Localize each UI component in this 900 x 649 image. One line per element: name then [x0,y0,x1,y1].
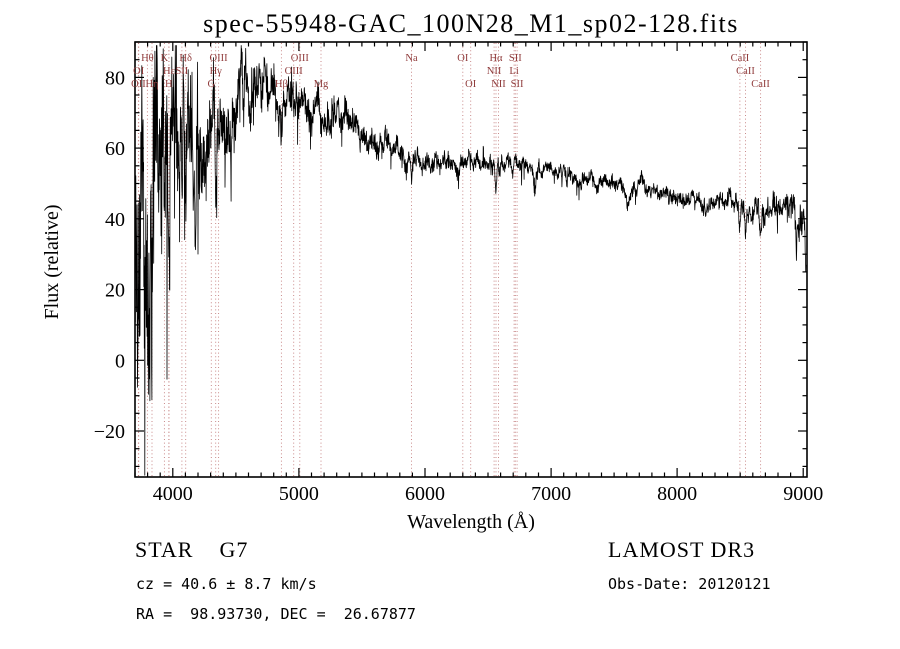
spectral-line-label: CaII [731,53,750,64]
spectral-line-label: Li [509,66,518,77]
spectral-line-label: Hθ [141,53,154,64]
spectral-line-label: OIII [285,66,304,77]
spectral-line-label: K [161,53,169,64]
plot-title: spec-55948-GAC_100N28_M1_sp02-128.fits [203,9,739,38]
tick-labels: 4000 5000 6000 7000 8000 9000 −20 0 20 40 60 80 [94,67,823,505]
spectral-line-label: Hε [163,66,176,77]
y-tick-label: 40 [105,209,125,231]
x-tick-label: 7000 [531,483,571,505]
spectral-line-label: Mg [314,79,329,90]
spectral-line-label: OI [133,66,145,77]
plot-axes [134,41,808,478]
spectral-line-label: Hα [489,53,503,64]
spectral-line-label: Hη [145,79,158,90]
y-tick-label: 80 [105,67,125,89]
spectral-line-label: G [208,79,216,90]
y-tick-label: −20 [94,421,125,443]
spectral-line-label: OII [131,79,146,90]
spectral-line-label: Hβ [275,79,288,90]
x-tick-label: 8000 [657,483,697,505]
y-tick-label: 20 [105,280,125,302]
y-axis-label: Flux (relative) [41,205,63,320]
spectral-line-label: OIII [210,53,229,64]
x-tick-label: 9000 [783,483,823,505]
spectral-line-label: NII [491,79,506,90]
ra-dec: RA = 98.93730, DEC = 26.67877 [136,605,416,623]
object-class-label: STAR G7 [135,537,249,562]
spectral-line-label: Hδ [179,53,192,64]
spectral-line-label: OI [465,79,477,90]
y-tick-label: 60 [105,138,125,160]
spectral-line-label: OIII [291,53,310,64]
spectral-line-label: NII [487,66,502,77]
spectral-line-label: H [165,79,173,90]
x-axis-label: Wavelength (Å) [407,511,535,533]
survey-label: LAMOST DR3 [608,537,756,562]
chart-generated-content: 4000 5000 6000 7000 8000 9000 −20 0 20 40 60 80 OII O… [94,41,823,505]
spectral-line-label: CaII [736,66,755,77]
y-tick-label: 0 [115,350,125,372]
spectral-line-markers [137,43,762,476]
spectral-line-label: CaII [751,79,770,90]
spectral-line-label: SII [511,79,524,90]
x-tick-label: 6000 [405,483,445,505]
spectrum-trace [135,45,807,476]
spectral-line-label: SII [509,53,522,64]
spectral-line-label: Hγ [210,66,223,77]
x-tick-label: 4000 [153,483,193,505]
spectral-line-label: OI [457,53,469,64]
spectral-line-label: Na [405,53,418,64]
cz-value: cz = 40.6 ± 8.7 km/s [136,575,317,593]
x-tick-label: 5000 [279,483,319,505]
spectral-line-label: SII [175,66,188,77]
obs-date: Obs-Date: 20120121 [608,575,771,593]
